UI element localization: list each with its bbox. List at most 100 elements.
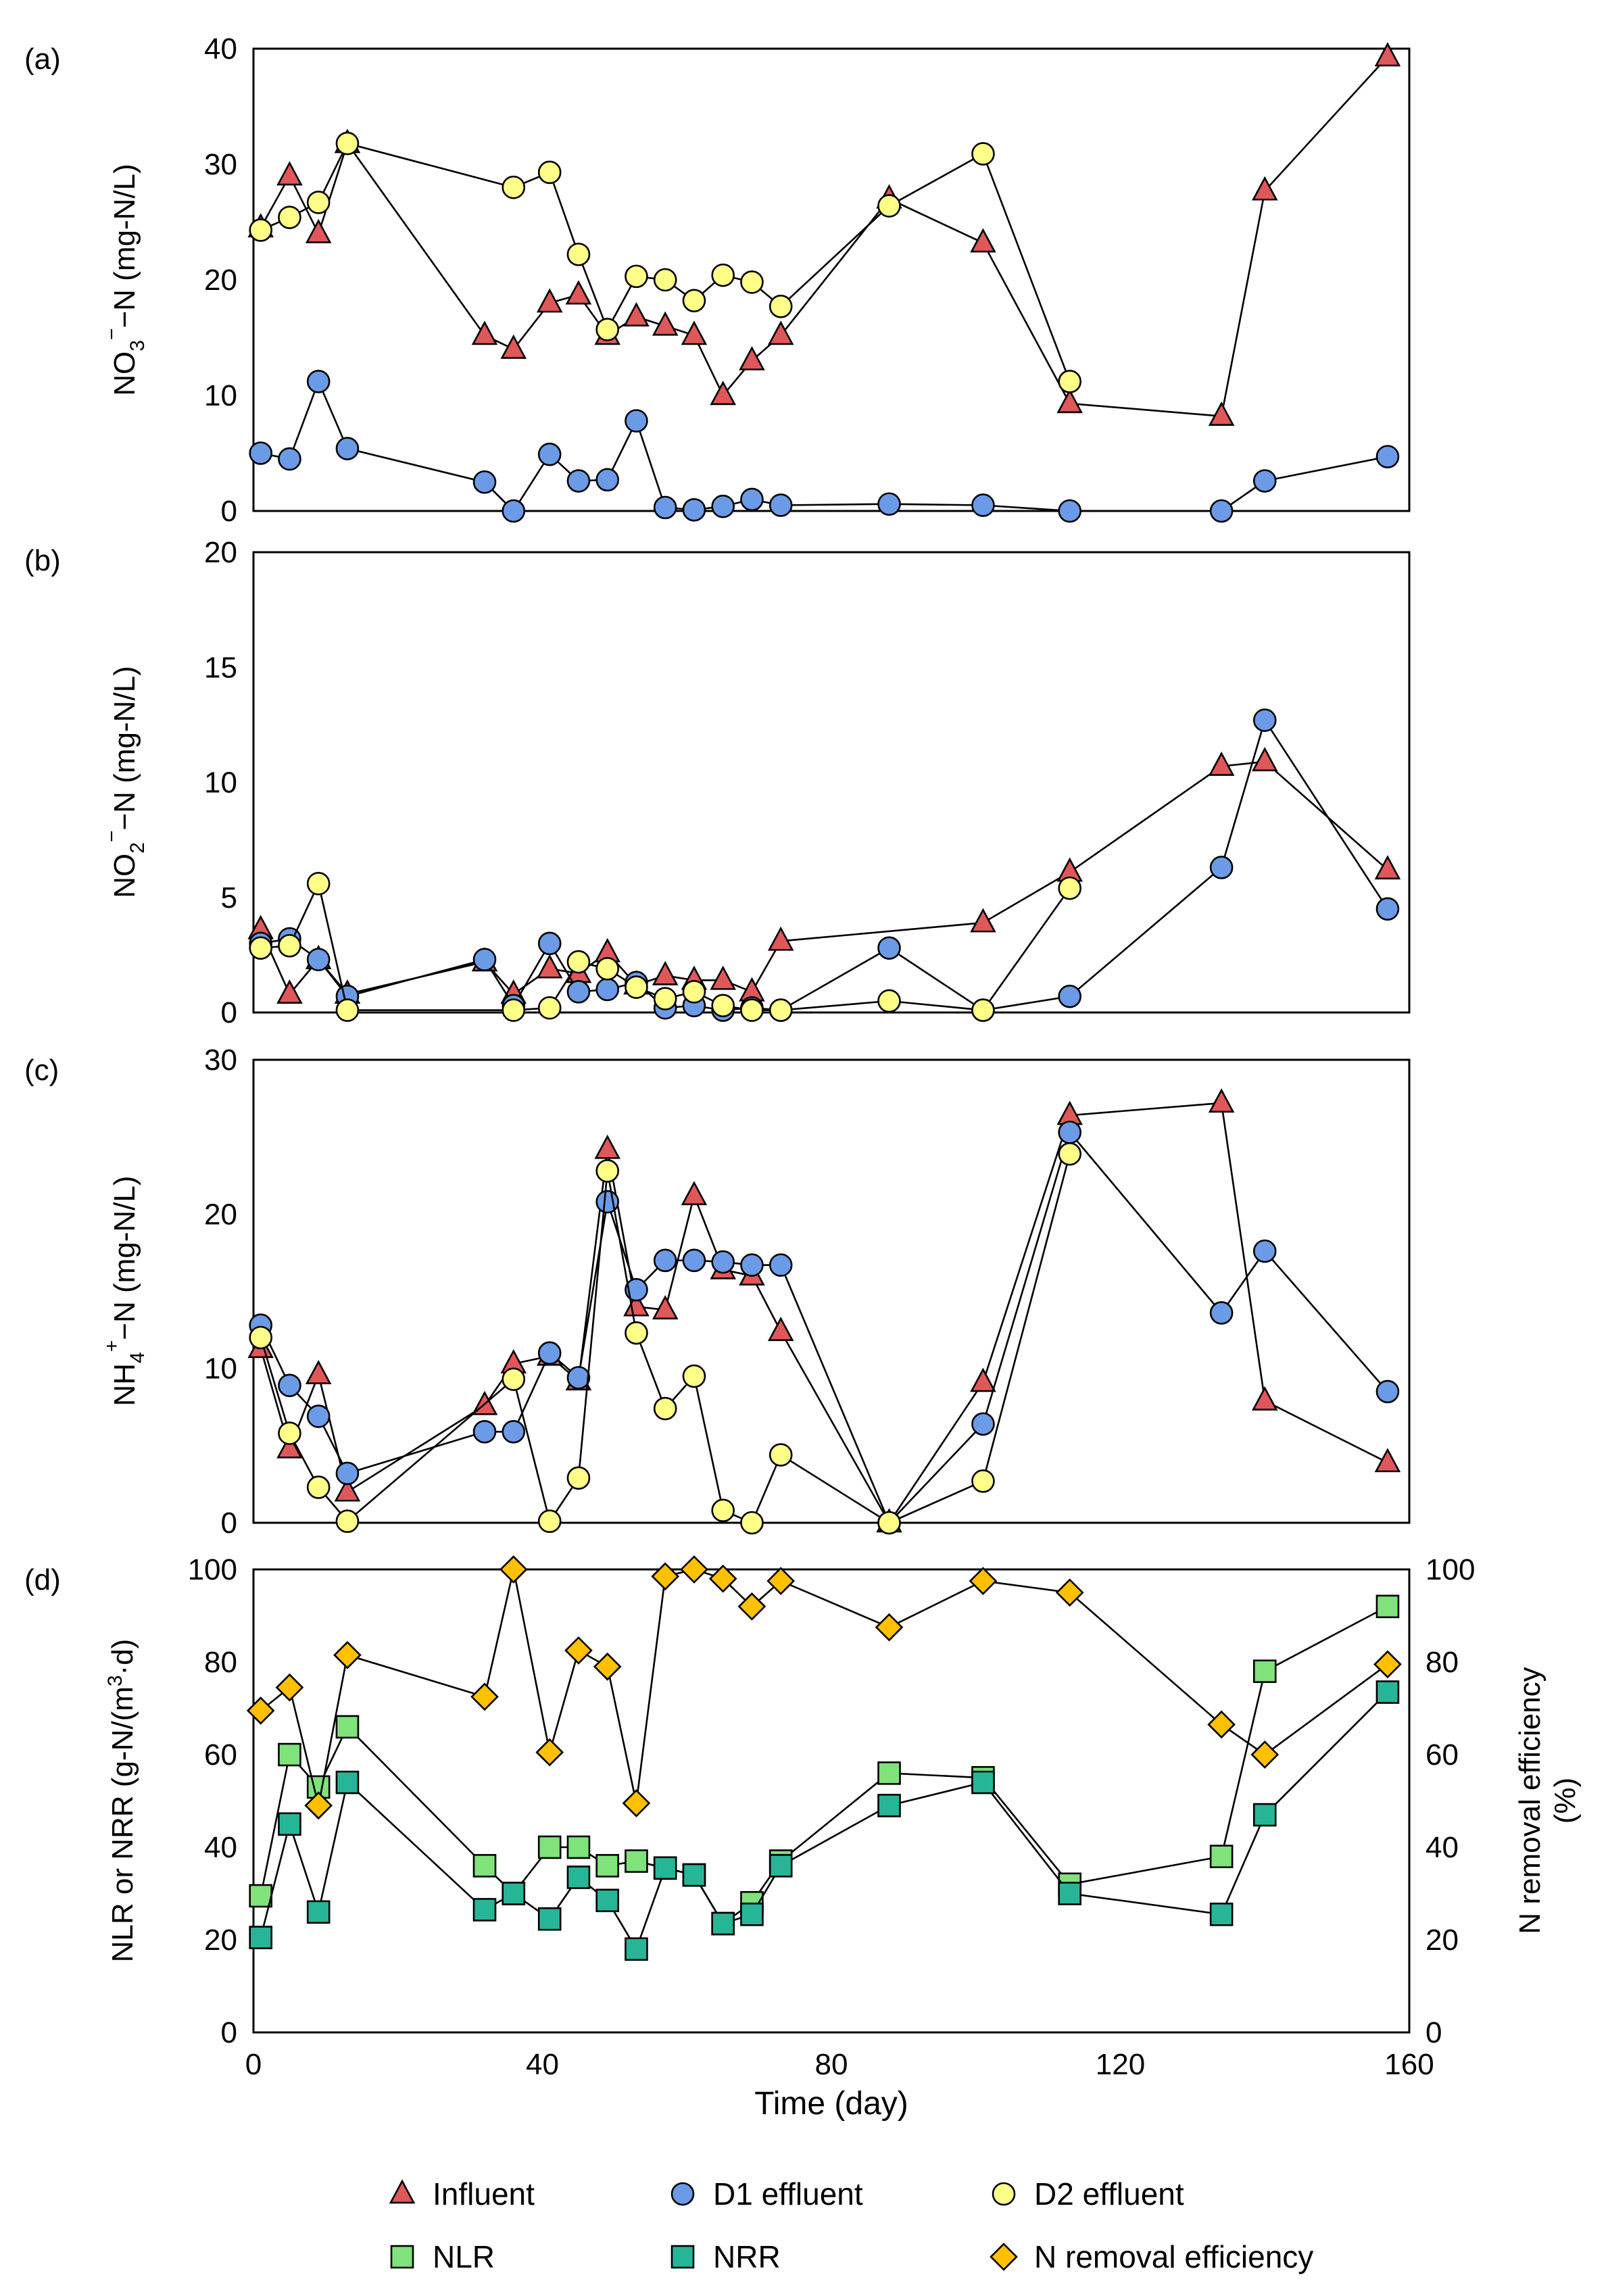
data-point-nlr [278,1742,301,1767]
panel-a: (a) 0 10 20 30 40 NO3−−N (mg-N/L) [24,32,1411,528]
data-point-nrr [625,1937,648,1961]
y-tick-label: 60 [204,1738,237,1772]
series-d2 [249,872,1081,1022]
panel-c-plot [247,1088,1401,1535]
panel-c-label: (c) [24,1054,59,1087]
data-point-nlr [1209,1845,1234,1868]
data-point-d1 [1252,1239,1277,1263]
data-point-d2 [625,1321,648,1345]
data-point-d1 [1058,1121,1081,1144]
data-point-nrr [1209,1903,1234,1926]
data-point-d2 [682,980,706,1004]
data-point-influent [970,1367,996,1392]
y-tick-label: 0 [221,996,237,1029]
data-point-influent [739,345,765,370]
data-point-influent [1251,747,1278,772]
data-point-d1 [1058,499,1081,523]
data-point-nrr [537,1907,562,1931]
data-point-d1 [502,1419,526,1444]
series-line-d1 [260,1130,1388,1525]
data-point-influent [305,1360,332,1385]
data-point-influent [767,320,794,345]
data-point-nrr [335,1770,360,1794]
panel-a-ylabel: NO3−−N (mg-N/L) [101,164,149,395]
data-point-nre [499,1555,528,1584]
data-point-d2 [566,243,591,266]
data-point-d1 [335,1461,360,1486]
y-tick-label: 10 [204,766,237,800]
data-point-nrr [306,1900,331,1924]
series-nrr [249,1680,1400,1961]
data-point-nre [275,1673,304,1702]
data-point-nrr [1252,1803,1277,1827]
panel-b-frame [252,551,1411,1014]
series-d1 [249,1121,1400,1535]
data-point-influent [1374,855,1401,880]
data-point-d2 [249,218,272,242]
data-point-nrr [502,1882,526,1905]
data-point-d1 [306,1405,331,1428]
data-point-d2 [1058,876,1081,900]
data-point-nre [737,1592,766,1621]
data-point-nrr [971,1770,995,1794]
panel-b-ylabel: NO2−−N (mg-N/L) [101,666,149,898]
data-point-nre [304,1791,333,1820]
legend-label-influent: Influent [433,2176,535,2212]
y-tick-label: 15 [204,651,237,684]
y-tick-label: 10 [204,1352,237,1386]
legend-marker-d1 [671,2182,695,2206]
data-point-d2 [740,270,764,294]
panel-d: (d) 0 20 40 60 80 100 0 20 40 60 80 100 0 40 80 120 16… [24,1553,1582,2122]
legend: Influent D1 effluent D2 effluent NLR NRR N re… [389,2176,1313,2274]
data-point-d1 [877,492,901,516]
data-point-influent [767,1317,794,1342]
data-point-d1 [682,1248,706,1273]
panel-d-yticks: 0 20 40 60 80 100 [188,1553,237,2049]
data-point-influent [536,288,563,313]
series-influent [247,42,1401,426]
legend-marker-nrr [671,2245,695,2269]
data-point-d2 [711,994,735,1018]
data-point-influent [681,1181,708,1206]
data-point-nrr [595,1888,619,1913]
data-point-d2 [769,295,793,318]
data-point-d1 [502,499,526,523]
data-point-d2 [971,1469,995,1493]
panel-a-frame [252,47,1411,512]
data-point-d1 [1375,445,1400,468]
legend-label-d1: D1 effluent [713,2176,863,2212]
data-point-nre [708,1564,737,1593]
y-tick-label: 20 [204,1924,237,1957]
panel-c-yticks: 0 10 20 30 [204,1044,237,1540]
y-tick-label: 20 [204,1198,237,1231]
data-point-nlr [566,1835,591,1859]
panel-d-frame [252,1568,1411,2034]
data-point-nrr [877,1794,901,1817]
data-point-d1 [1209,1301,1234,1325]
data-point-d1 [566,980,591,1004]
y-tick-label: 80 [204,1646,237,1679]
data-point-d2 [1058,1142,1081,1166]
panel-b-yticks: 0 5 10 15 20 [204,536,237,1029]
panel-d-ylabel: NLR or NRR (g-N/(m3·d) [104,1639,139,1963]
data-point-d2 [682,289,706,313]
data-point-influent [1374,42,1401,67]
data-point-d1 [537,442,562,466]
data-point-d2 [278,205,301,229]
data-point-d1 [1252,469,1277,493]
data-point-influent [1251,1386,1278,1411]
data-point-d2 [249,1325,272,1350]
y2-tick-label: 0 [1426,2016,1442,2049]
x-tick-label: 120 [1096,2048,1145,2081]
data-point-influent [710,965,736,990]
data-point-d1 [711,1250,735,1274]
data-point-d1 [625,409,648,433]
data-point-nlr [1252,1659,1277,1683]
data-point-nrr [1375,1680,1400,1704]
y-tick-label: 20 [204,264,237,297]
data-point-d1 [1375,897,1400,921]
legend-item-d1: D1 effluent [671,2176,863,2212]
y-tick-label: 0 [221,495,237,528]
data-point-d1 [682,497,706,522]
data-point-d2 [566,950,591,974]
